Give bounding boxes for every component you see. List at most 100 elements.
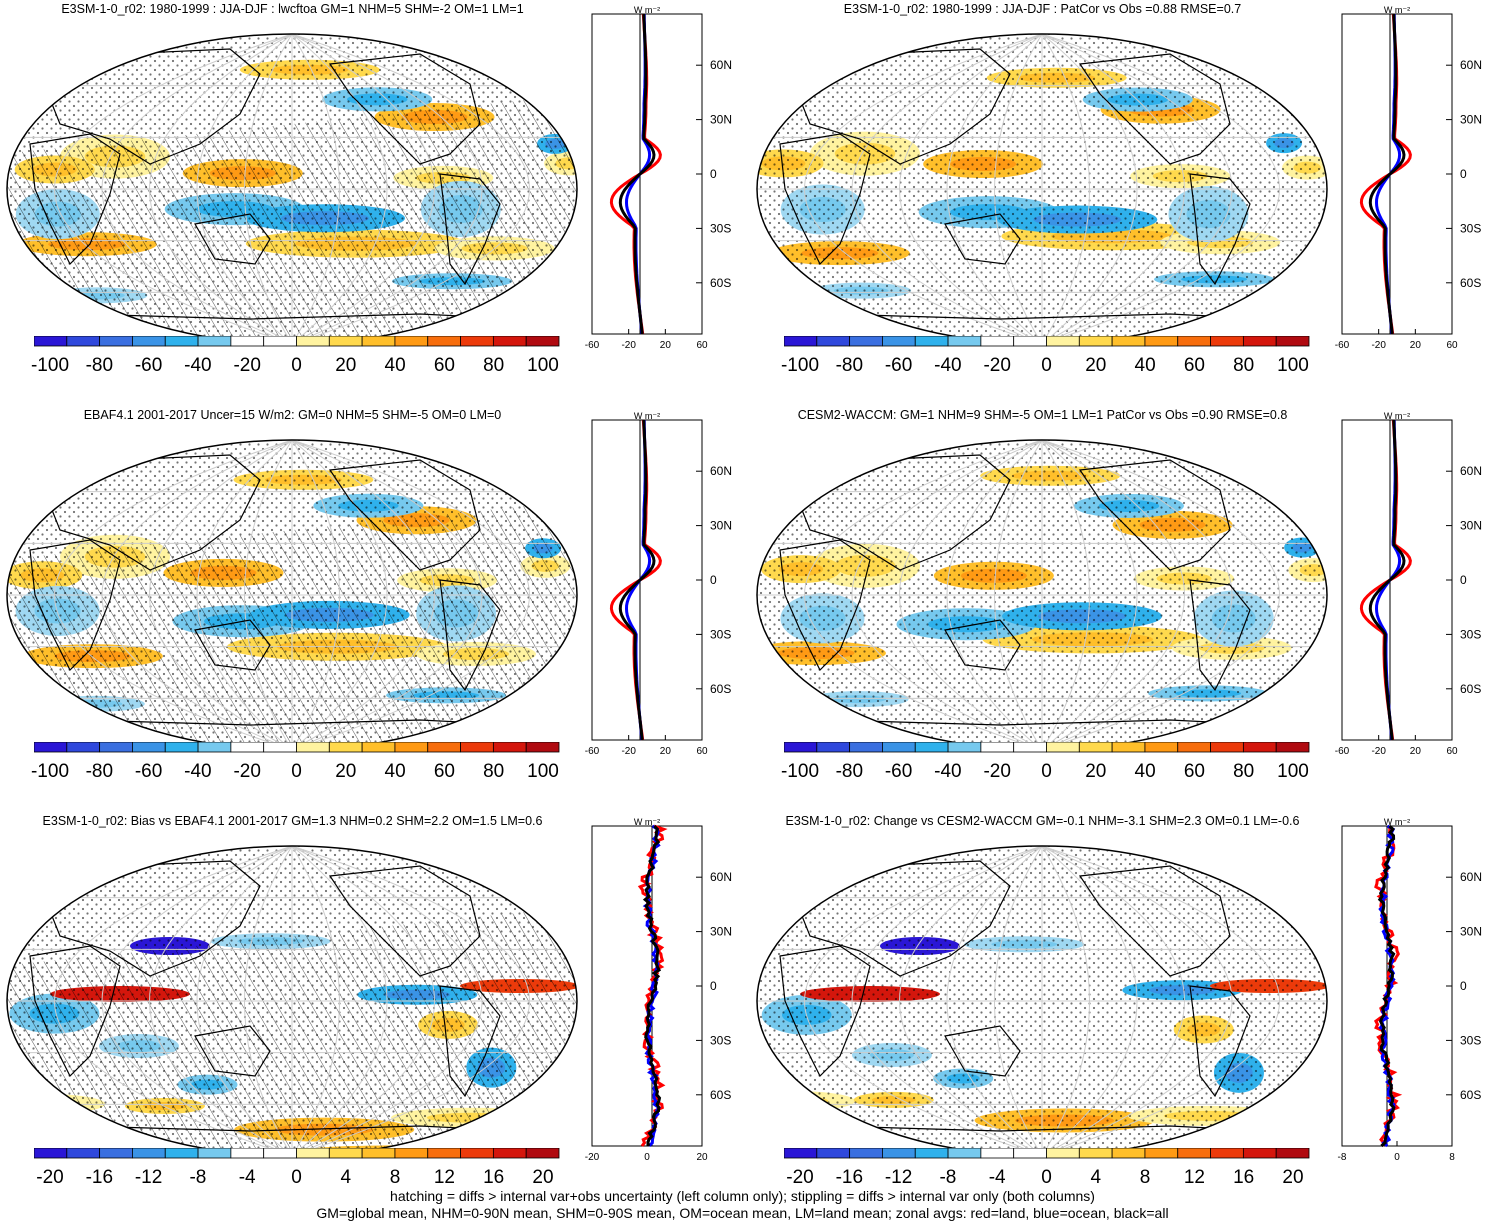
colorbar-segment bbox=[1144, 336, 1179, 347]
colorbar-tick-label: -40 bbox=[934, 761, 962, 782]
colorbar-segment bbox=[1242, 742, 1277, 753]
colorbar-segment bbox=[849, 742, 883, 753]
zonal-lat-tick-label: 30S bbox=[710, 1033, 731, 1047]
colorbar-tick-label: -20 bbox=[983, 355, 1011, 376]
colorbar-tick-label: 12 bbox=[1183, 1167, 1205, 1188]
colorbar-tick-label: 16 bbox=[483, 1167, 505, 1188]
zonal-mean-curve bbox=[618, 419, 656, 741]
colorbar-segment bbox=[492, 1148, 527, 1159]
colorbar-tick-label: -20 bbox=[36, 1167, 64, 1188]
zonal-lat-tick-label: 0 bbox=[1460, 167, 1467, 181]
colorbar-tick-label: -8 bbox=[189, 1167, 207, 1188]
zonal-lat-tick-label: 30N bbox=[1460, 925, 1482, 939]
colorbar-segment bbox=[947, 336, 982, 347]
zonal-lat-tick-label: 30N bbox=[710, 925, 732, 939]
colorbar-segment bbox=[460, 336, 494, 347]
zonal-lat-tick-label: 60N bbox=[710, 58, 732, 72]
zonal-lat-tick-label: 30N bbox=[710, 519, 732, 533]
colorbar-labels: -100 -80 -60 -40 -20 0 20 40 60 80 100 bbox=[780, 761, 1309, 785]
colorbar-tick-label: 100 bbox=[1277, 761, 1309, 782]
colorbar-tick-label: 20 bbox=[1085, 761, 1107, 782]
colorbar-segment bbox=[34, 742, 68, 753]
colorbar-segment bbox=[132, 1148, 166, 1159]
colorbar-segment bbox=[460, 742, 494, 753]
colorbar-tick-label: -60 bbox=[884, 355, 913, 376]
zonal-lat-tick-label: 30N bbox=[1460, 519, 1482, 533]
colorbar-labels: -100 -80 -60 -40 -20 0 20 40 60 80 100 bbox=[31, 761, 559, 785]
colorbar-segment bbox=[164, 742, 199, 753]
colorbar-segment bbox=[164, 336, 199, 347]
colorbar-segment bbox=[1111, 742, 1146, 753]
colorbar-tick-label: 20 bbox=[532, 1167, 554, 1188]
colorbar-segment bbox=[1078, 336, 1113, 347]
colorbar-segment bbox=[914, 336, 949, 347]
colorbar-segment bbox=[361, 742, 396, 753]
colorbar-tick-label: 20 bbox=[335, 761, 357, 782]
map-field bbox=[757, 846, 1327, 1156]
map-title: E3SM-1-0_r02: 1980-1999 : JJA-DJF : PatC… bbox=[843, 2, 1242, 16]
colorbar-tick-label: 40 bbox=[384, 761, 406, 782]
colorbar-segment bbox=[230, 742, 265, 753]
colorbar-segment bbox=[947, 742, 982, 753]
zonal-x-tick-label: -20 bbox=[585, 1152, 600, 1163]
zonal-lat-tick-label: 30N bbox=[710, 113, 732, 127]
zonal-x-tick-label: 60 bbox=[696, 340, 708, 351]
colorbar-segment bbox=[1177, 1148, 1211, 1159]
zonal-x-tick-label: 60 bbox=[1446, 746, 1458, 757]
colorbar-segment bbox=[34, 1148, 68, 1159]
zonal-x-tick-label: 20 bbox=[696, 1152, 708, 1163]
colorbar-segment bbox=[427, 742, 461, 753]
colorbar-tick-label: -80 bbox=[835, 355, 864, 376]
footer-note-hatching: hatching = diffs > internal var+obs unce… bbox=[390, 1188, 1095, 1204]
zonal-lat-tick-label: 60N bbox=[710, 870, 732, 884]
colorbar-tick-label: 8 bbox=[1139, 1167, 1151, 1188]
colorbar-tick-label: 80 bbox=[483, 355, 505, 376]
colorbar-segment bbox=[1046, 1148, 1080, 1159]
colorbar-segment bbox=[1210, 742, 1244, 753]
colorbar-tick-label: -80 bbox=[835, 761, 864, 782]
colorbar-labels: -20 -16 -12 -8 -4 0 4 8 12 16 20 bbox=[34, 1167, 559, 1191]
colorbar-segment bbox=[1210, 1148, 1244, 1159]
zonal-x-tick-label: 0 bbox=[1394, 1152, 1400, 1163]
colorbar-tick-label: 0 bbox=[291, 761, 302, 782]
colorbar-tick-label: -12 bbox=[884, 1167, 913, 1188]
zonal-mean-plot: 60N 30N 0 30S 60S -60 -20 20 60 W m⁻² bbox=[1335, 5, 1482, 351]
zonal-x-tick-label: 0 bbox=[644, 1152, 650, 1163]
colorbar-tick-label: 40 bbox=[1134, 355, 1156, 376]
colorbar-tick-label: 0 bbox=[291, 1167, 302, 1188]
colorbar-tick-label: -100 bbox=[780, 761, 820, 782]
colorbar-tick-label: -4 bbox=[988, 1167, 1006, 1188]
zonal-lat-tick-label: 30N bbox=[1460, 113, 1482, 127]
colorbar-tick-label: 100 bbox=[527, 355, 559, 376]
colorbar-segment bbox=[328, 1148, 363, 1159]
zonal-lat-tick-label: 60N bbox=[1460, 58, 1482, 72]
colorbar-tick-label: 20 bbox=[1282, 1167, 1304, 1188]
colorbar-segment bbox=[1177, 742, 1211, 753]
zonal-mean-plot: 60N 30N 0 30S 60S -60 -20 20 60 W m⁻² bbox=[1335, 411, 1482, 757]
map-title: EBAF4.1 2001-2017 Uncer=15 W/m2: GM=0 NH… bbox=[83, 408, 502, 422]
colorbar-segment bbox=[1046, 742, 1080, 753]
robinson-map bbox=[756, 33, 1328, 344]
colorbar-segment bbox=[132, 336, 166, 347]
zonal-lat-tick-label: 30S bbox=[1460, 221, 1481, 235]
colorbar-segment bbox=[525, 1148, 560, 1159]
colorbar-segment bbox=[1111, 336, 1146, 347]
zonal-lat-tick-label: 0 bbox=[710, 167, 717, 181]
colorbar-segment bbox=[66, 1148, 101, 1159]
colorbar-tick-label: 100 bbox=[1277, 355, 1309, 376]
zonal-lat-tick-label: 60N bbox=[710, 464, 732, 478]
colorbar-tick-label: -80 bbox=[85, 761, 114, 782]
colorbar-tick-label: 40 bbox=[1134, 761, 1156, 782]
colorbar-segment bbox=[361, 1148, 396, 1159]
map-panel: E3SM-1-0_r02: Bias vs EBAF4.1 2001-2017 … bbox=[0, 812, 740, 1217]
colorbar-segment bbox=[525, 742, 560, 753]
zonal-mean-curve bbox=[618, 13, 656, 335]
zonal-lat-tick-label: 30S bbox=[710, 627, 731, 641]
zonal-lat-tick-label: 60S bbox=[1460, 682, 1481, 696]
zonal-x-tick-label: -20 bbox=[621, 340, 636, 351]
colorbar-segment bbox=[784, 336, 818, 347]
zonal-x-tick-label: -20 bbox=[621, 746, 636, 757]
colorbar-tick-label: 0 bbox=[1041, 355, 1052, 376]
colorbar-segment bbox=[263, 1148, 297, 1159]
colorbar-segment bbox=[849, 1148, 883, 1159]
